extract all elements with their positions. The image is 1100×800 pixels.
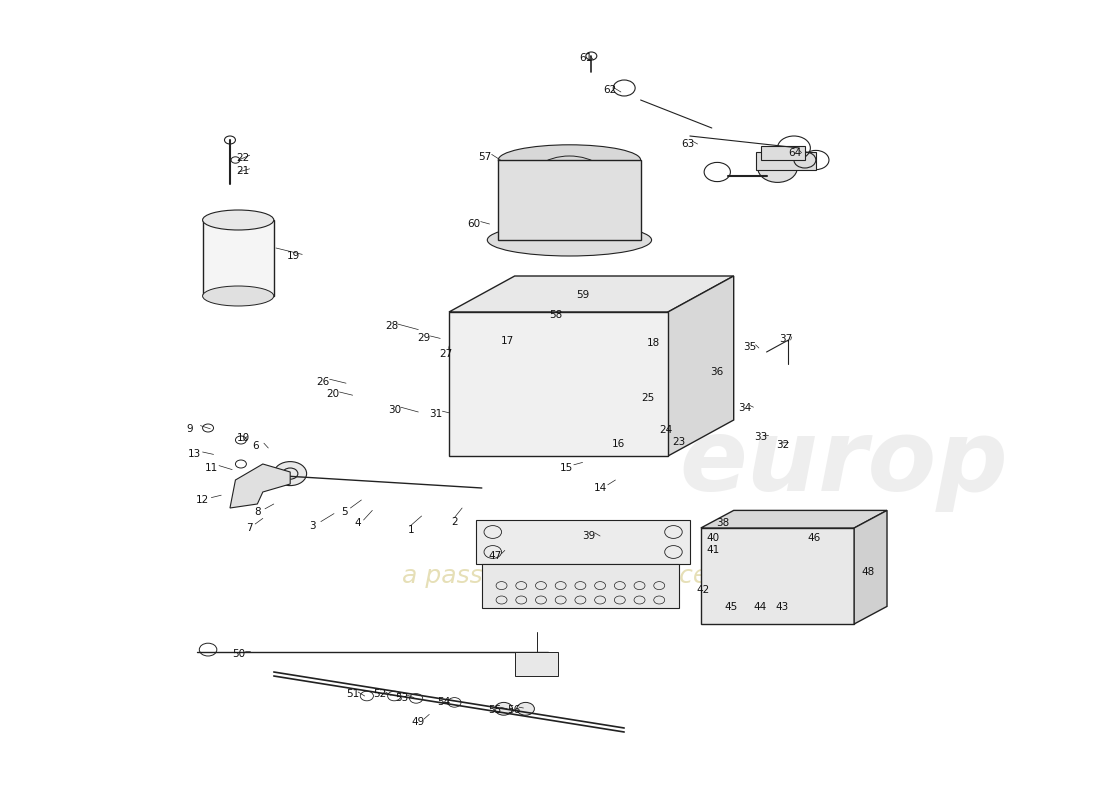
Circle shape xyxy=(495,702,513,715)
Circle shape xyxy=(758,154,798,182)
Text: 29: 29 xyxy=(417,334,430,343)
Polygon shape xyxy=(449,276,734,312)
Text: 4: 4 xyxy=(355,518,362,528)
Bar xyxy=(482,564,679,608)
Text: 44: 44 xyxy=(754,602,767,612)
Text: 1: 1 xyxy=(407,525,414,534)
Text: 28: 28 xyxy=(385,322,398,331)
Circle shape xyxy=(274,462,307,486)
Text: 54: 54 xyxy=(437,698,450,707)
Text: 19: 19 xyxy=(287,251,300,261)
Polygon shape xyxy=(515,652,559,676)
Text: 49: 49 xyxy=(411,717,425,726)
Polygon shape xyxy=(701,528,855,624)
Text: 10: 10 xyxy=(236,434,250,443)
Text: 58: 58 xyxy=(550,310,563,320)
Text: 12: 12 xyxy=(196,495,209,505)
Text: 63: 63 xyxy=(681,139,694,149)
Text: 52: 52 xyxy=(373,690,386,699)
Polygon shape xyxy=(855,510,887,624)
Text: 40: 40 xyxy=(706,533,719,542)
Text: 7: 7 xyxy=(246,523,253,533)
Bar xyxy=(476,520,690,564)
Text: 16: 16 xyxy=(612,439,625,449)
Text: 25: 25 xyxy=(641,394,654,403)
Text: 6: 6 xyxy=(252,441,258,450)
Polygon shape xyxy=(668,276,734,456)
Text: 46: 46 xyxy=(807,533,821,542)
Text: 9: 9 xyxy=(186,424,192,434)
Text: 47: 47 xyxy=(488,551,502,561)
Text: 11: 11 xyxy=(205,463,218,473)
Text: 14: 14 xyxy=(594,483,607,493)
Text: 55: 55 xyxy=(488,705,502,714)
Text: 59: 59 xyxy=(576,290,590,300)
Text: 43: 43 xyxy=(776,602,789,612)
Text: 56: 56 xyxy=(507,705,520,714)
Text: 15: 15 xyxy=(560,463,573,473)
Text: 61: 61 xyxy=(580,54,593,63)
Ellipse shape xyxy=(498,145,640,175)
Text: 36: 36 xyxy=(711,367,724,377)
Text: 50: 50 xyxy=(232,649,245,658)
Text: 48: 48 xyxy=(861,567,875,577)
Text: 51: 51 xyxy=(346,690,360,699)
Text: 39: 39 xyxy=(583,531,596,541)
Text: 53: 53 xyxy=(395,693,408,702)
Text: 31: 31 xyxy=(429,409,442,418)
Polygon shape xyxy=(230,464,290,508)
Text: 20: 20 xyxy=(327,390,340,399)
Text: 42: 42 xyxy=(696,585,710,594)
Text: 62: 62 xyxy=(603,86,617,95)
Text: 27: 27 xyxy=(439,349,452,358)
Bar xyxy=(761,146,805,160)
Text: 30: 30 xyxy=(387,405,400,414)
Text: 21: 21 xyxy=(236,166,250,176)
Polygon shape xyxy=(498,160,640,240)
Text: 23: 23 xyxy=(672,437,685,446)
Circle shape xyxy=(504,336,537,360)
Text: 34: 34 xyxy=(738,403,751,413)
Text: 38: 38 xyxy=(716,518,729,528)
Text: 60: 60 xyxy=(468,219,481,229)
Text: 3: 3 xyxy=(309,521,316,530)
Text: 37: 37 xyxy=(780,334,793,344)
Ellipse shape xyxy=(202,286,274,306)
Ellipse shape xyxy=(202,210,274,230)
Text: 5: 5 xyxy=(342,507,349,517)
Text: 41: 41 xyxy=(706,545,719,554)
Text: europ: europ xyxy=(679,415,1008,513)
Ellipse shape xyxy=(487,224,651,256)
Text: 2: 2 xyxy=(451,518,458,527)
Text: 22: 22 xyxy=(236,154,250,163)
Text: 35: 35 xyxy=(744,342,757,352)
Text: 32: 32 xyxy=(777,440,790,450)
Bar xyxy=(756,152,816,170)
Text: 8: 8 xyxy=(254,507,261,517)
Bar xyxy=(202,220,274,296)
Polygon shape xyxy=(449,312,668,456)
Text: 64: 64 xyxy=(789,148,802,158)
Circle shape xyxy=(531,356,586,396)
Circle shape xyxy=(517,702,535,715)
Text: 45: 45 xyxy=(725,602,738,612)
Text: 26: 26 xyxy=(317,377,330,386)
Text: 13: 13 xyxy=(188,450,201,459)
Polygon shape xyxy=(701,510,887,528)
Text: 33: 33 xyxy=(755,432,768,442)
Text: 18: 18 xyxy=(647,338,660,348)
Circle shape xyxy=(515,344,603,408)
Text: 17: 17 xyxy=(500,336,514,346)
Text: a passion for parts since 1985: a passion for parts since 1985 xyxy=(403,564,780,588)
Text: 57: 57 xyxy=(478,152,492,162)
Text: 24: 24 xyxy=(659,426,672,435)
